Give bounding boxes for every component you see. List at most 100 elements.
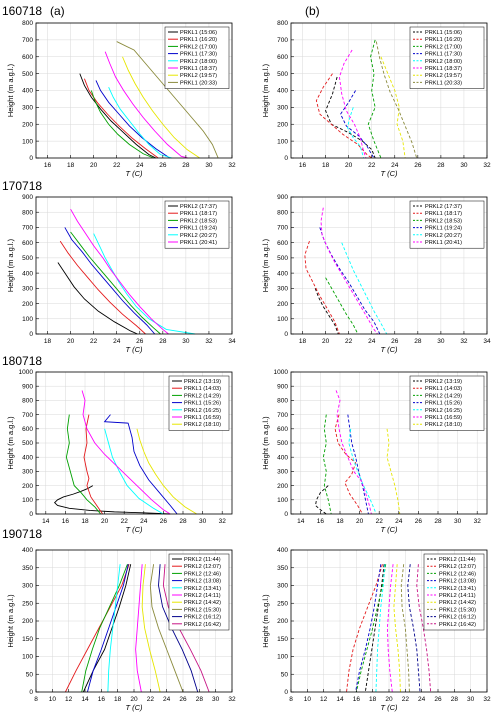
legend-label: PRKL2 (14:42) <box>184 600 221 606</box>
y-tick-label: 0 <box>284 155 288 162</box>
y-tick-label: 200 <box>22 301 33 308</box>
y-tick-label: 800 <box>22 398 33 405</box>
legend: PRKL1 (15:06)PRKL1 (16:20)PRKL2 (17:00) P… <box>164 26 230 89</box>
series-line <box>338 49 367 159</box>
series-line <box>375 41 418 159</box>
legend-label: PRKL2 (17:37) <box>425 204 462 210</box>
x-tick-label: 32 <box>474 518 482 525</box>
x-tick-label: 22 <box>147 696 155 703</box>
series-line <box>83 414 104 515</box>
series-line <box>122 56 200 159</box>
x-tick-label: 22 <box>90 338 98 345</box>
y-tick-label: 600 <box>277 54 288 61</box>
series-line <box>325 76 376 159</box>
series-line <box>315 73 372 159</box>
legend-label: PRKL2 (16:12) <box>184 615 221 621</box>
series-line <box>348 428 377 515</box>
legend-label: PRKL1 (18:37) <box>425 66 462 72</box>
x-tick-label: 14 <box>297 518 305 525</box>
legend-label: PRKL1 (16:20) <box>425 37 462 43</box>
series-line <box>149 564 184 693</box>
series-line <box>135 564 143 693</box>
plot-frame <box>35 196 233 335</box>
y-tick-label: 700 <box>22 225 33 232</box>
x-tick-label: 28 <box>196 696 204 703</box>
x-tick-label: 14 <box>336 696 344 703</box>
y-tick-label: 900 <box>22 194 33 201</box>
y-tick-label: 0 <box>284 511 288 518</box>
legend-label: PRKL2 (18:53) <box>180 218 217 224</box>
y-tick-label: 100 <box>22 316 33 323</box>
y-tick-label: 200 <box>22 483 33 490</box>
legend: PRKL2 (13:19)PRKL1 (14:03)PRKL2 (14:29) P… <box>409 375 485 431</box>
series-line <box>64 227 156 335</box>
y-tick-label: 100 <box>22 654 33 661</box>
x-tick-label: 10 <box>49 696 57 703</box>
y-tick-label: 500 <box>22 255 33 262</box>
series-line <box>416 564 432 693</box>
x-tick-label: 22 <box>113 162 121 169</box>
y-tick-label: 300 <box>277 286 288 293</box>
chart-panel: 14 16 18 20 22 24 26 28 30 32 0 100 200 300 400 500 600 7… <box>261 369 488 534</box>
series-line <box>407 564 421 693</box>
y-tick-label: 400 <box>22 270 33 277</box>
x-tick-label: 30 <box>182 338 190 345</box>
chart-panel: 8 10 12 14 16 18 20 22 24 26 28 30 32 0 50 100 150 200 250… <box>261 547 491 712</box>
x-tick-label: 32 <box>228 162 236 169</box>
x-tick-label: 26 <box>415 518 423 525</box>
y-tick-label: 600 <box>22 426 33 433</box>
y-tick-label: 300 <box>277 105 288 112</box>
legend-label: PRKL1 (20:33) <box>180 80 217 86</box>
legend-label: PRKL2 (12:46) <box>439 571 476 577</box>
chart-panel: 16 18 20 22 24 26 28 30 32 0 100 200 300 400 500 600 700… <box>6 20 236 178</box>
series-line <box>320 207 378 335</box>
chart-panel: 16 18 20 22 24 26 28 30 32 0 100 200 300 400 500 600 700… <box>261 20 491 178</box>
y-tick-label: 0 <box>284 689 288 696</box>
x-tick-label: 18 <box>81 518 89 525</box>
legend-label: PRKL2 (20:27) <box>180 233 217 239</box>
x-tick-label: 20 <box>345 162 353 169</box>
legend: PRKL2 (13:19)PRKL1 (14:03)PRKL2 (14:29) P… <box>168 375 230 431</box>
x-tick-label: 30 <box>437 338 445 345</box>
x-axis-label: T (C) <box>380 345 398 354</box>
x-tick-label: 24 <box>391 162 399 169</box>
series-line <box>386 564 394 693</box>
row-label-1: 160718 <box>2 4 42 18</box>
series-line <box>335 390 372 515</box>
y-tick-label: 1000 <box>19 369 34 376</box>
legend-label: PRKL2 (16:25) <box>425 408 462 414</box>
legend-label: PRKL2 (16:42) <box>439 622 476 628</box>
y-tick-label: 300 <box>277 469 288 476</box>
column-label-a: (a) <box>50 4 65 18</box>
series-line <box>64 564 130 693</box>
legend-label: PRKL1 (16:59) <box>425 415 462 421</box>
legend-label: PRKL1 (15:06) <box>425 30 462 36</box>
series-line <box>70 231 161 335</box>
x-tick-label: 28 <box>182 162 190 169</box>
legend: PRKL2 (17:37)PRKL1 (18:17)PRKL2 (18:53) P… <box>409 200 485 249</box>
x-tick-label: 32 <box>483 696 491 703</box>
series-line <box>141 564 161 693</box>
x-tick-label: 26 <box>160 518 168 525</box>
x-tick-label: 16 <box>299 162 307 169</box>
x-tick-label: 26 <box>414 162 422 169</box>
x-tick-label: 16 <box>317 518 325 525</box>
y-tick-label: 800 <box>22 20 33 27</box>
x-tick-label: 16 <box>44 162 52 169</box>
y-tick-label: 100 <box>277 316 288 323</box>
x-tick-label: 26 <box>159 162 167 169</box>
series-line <box>355 564 387 693</box>
series-line <box>355 564 382 693</box>
series-line <box>70 208 169 335</box>
x-tick-label: 34 <box>228 338 236 345</box>
x-axis-label: T (C) <box>125 169 143 178</box>
series-line <box>81 390 171 515</box>
y-tick-label: 500 <box>22 440 33 447</box>
x-tick-label: 26 <box>136 338 144 345</box>
chart-panel: 8 10 12 14 16 18 20 22 24 26 28 30 32 0 50 100 150 200 250… <box>6 547 236 712</box>
chart-panel: 18 20 22 24 26 28 30 32 34 0 100 200 300 400 500 600 700… <box>261 194 491 354</box>
legend-label: PRKL2 (13:41) <box>184 586 221 592</box>
legend: PRKL1 (15:06)PRKL1 (16:20)PRKL2 (17:00) P… <box>409 26 485 89</box>
legend-label: PRKL1 (18:17) <box>425 211 462 217</box>
legend-label: PRKL2 (20:27) <box>425 233 462 239</box>
